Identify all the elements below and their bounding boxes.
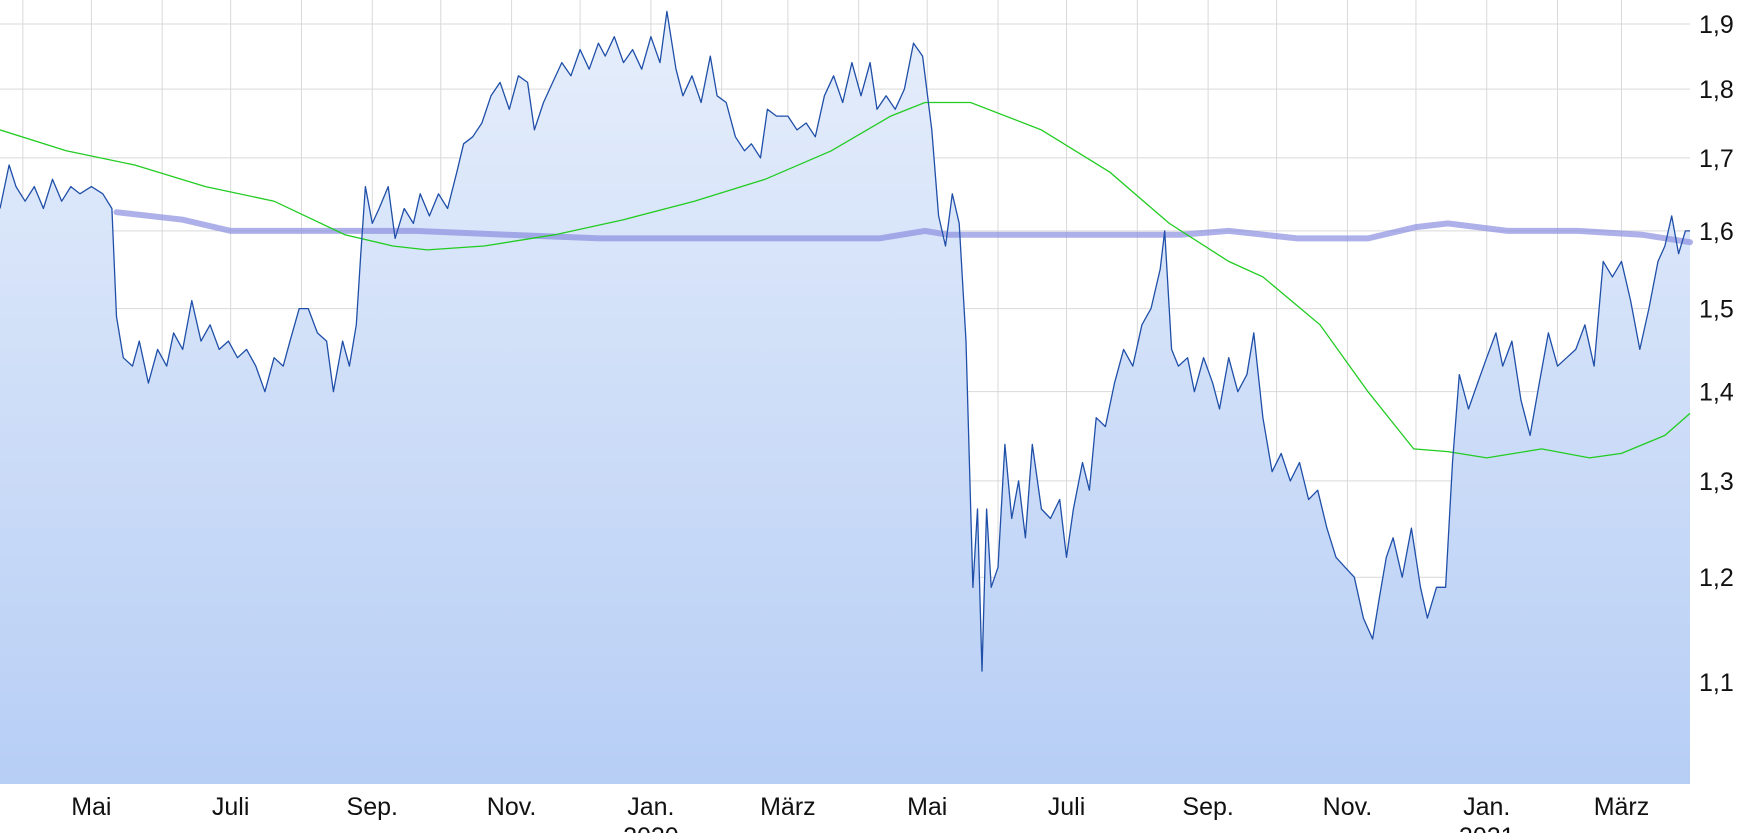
y-tick-label: 1,1 (1699, 669, 1734, 697)
y-tick-label: 1,9 (1699, 11, 1734, 39)
band-line (113, 209, 1693, 246)
x-tick-year-label: 2021 (1459, 823, 1515, 833)
y-tick-label: 1,5 (1699, 296, 1734, 324)
x-tick-year-label: 2020 (623, 823, 679, 833)
y-tick-label: 1,7 (1699, 145, 1734, 173)
x-tick-label: Nov. (1323, 793, 1373, 821)
moving-average-line (0, 101, 1691, 459)
y-tick-label: 1,4 (1699, 379, 1734, 407)
y-axis: 1,1 1,2 1,3 1,4 1,5 1,6 1,7 1,8 1,9 (1699, 11, 1734, 697)
x-tick-label: Mai (907, 793, 947, 821)
x-tick-label: Sep. (347, 793, 398, 821)
y-tick-label: 1,8 (1699, 76, 1734, 104)
x-tick-label: Juli (1048, 793, 1086, 821)
x-tick-label: Sep. (1182, 793, 1233, 821)
price-area-fill (0, 11, 1690, 784)
x-tick-label: März (760, 793, 816, 821)
price-line (0, 10, 1690, 672)
x-tick-label: Mai (71, 793, 111, 821)
y-tick-label: 1,2 (1699, 564, 1734, 592)
x-axis: Mai Juli Sep. Nov. Jan. 2020 März Mai Juli Sep. No… (71, 793, 1649, 833)
x-tick-label: März (1594, 793, 1650, 821)
y-tick-label: 1,6 (1699, 218, 1734, 246)
x-tick-label: Jan. (1463, 793, 1510, 821)
x-tick-label: Nov. (487, 793, 537, 821)
x-tick-label: Jan. (627, 793, 674, 821)
x-tick-label: Juli (212, 793, 250, 821)
y-tick-label: 1,3 (1699, 468, 1734, 496)
